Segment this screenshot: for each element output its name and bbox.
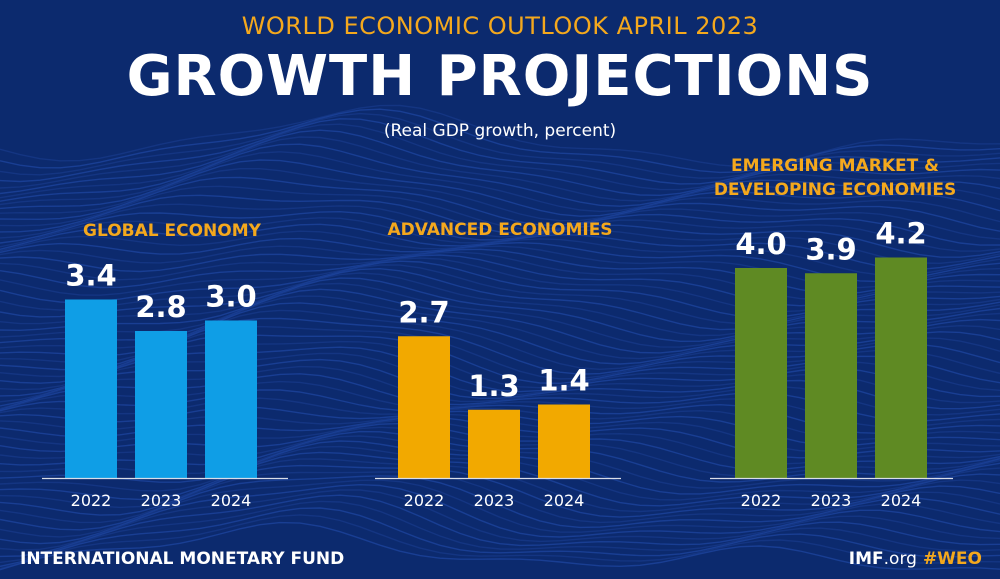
footer-hashtag[interactable]: #WEO <box>922 549 982 569</box>
bar-2022 <box>65 299 117 478</box>
chart-title: EMERGING MARKET & <box>731 156 939 176</box>
bar-2023 <box>468 409 520 478</box>
page-subtitle: (Real GDP growth, percent) <box>383 121 617 141</box>
category-label: 2024 <box>211 491 252 510</box>
category-label: 2023 <box>141 491 182 510</box>
value-label: 3.4 <box>65 259 116 293</box>
category-label: 2022 <box>741 491 782 510</box>
bar-2023 <box>805 273 857 478</box>
page-title: GROWTH PROJECTIONS <box>126 44 874 109</box>
value-label: 3.0 <box>205 280 256 314</box>
category-label: 2023 <box>474 491 515 510</box>
chart-title: GLOBAL ECONOMY <box>83 221 262 241</box>
category-label: 2022 <box>71 491 112 510</box>
bar-2022 <box>735 268 787 478</box>
footer-site-bold[interactable]: IMF <box>848 549 884 569</box>
bar-2024 <box>205 320 257 478</box>
value-label: 4.0 <box>735 227 786 261</box>
chart-panel-2: ADVANCED ECONOMIES 2.7 2022 1.3 2023 1.4 2024 <box>375 220 621 510</box>
footer-org: INTERNATIONAL MONETARY FUND <box>20 549 345 569</box>
category-label: 2022 <box>404 491 445 510</box>
value-label: 1.4 <box>538 364 589 398</box>
value-label: 3.9 <box>805 232 856 266</box>
category-label: 2023 <box>811 491 852 510</box>
value-label: 2.7 <box>398 295 449 329</box>
value-label: 2.8 <box>135 290 186 324</box>
footer-site-rest[interactable]: .org <box>883 549 917 569</box>
category-label: 2024 <box>544 491 585 510</box>
value-label: 1.3 <box>468 369 519 403</box>
value-label: 4.2 <box>875 217 926 251</box>
chart-panel-1: GLOBAL ECONOMY 3.4 2022 2.8 2023 3.0 2024 <box>42 221 288 510</box>
report-eyebrow: WORLD ECONOMIC OUTLOOK APRIL 2023 <box>241 12 759 40</box>
chart-title: ADVANCED ECONOMIES <box>387 220 612 240</box>
chart-panel-3: EMERGING MARKET & DEVELOPING ECONOMIES 4.0… <box>710 156 956 510</box>
bar-2022 <box>398 336 450 478</box>
chart-title: DEVELOPING ECONOMIES <box>714 180 956 200</box>
bar-2024 <box>875 257 927 478</box>
bar-2023 <box>135 331 187 478</box>
category-label: 2024 <box>881 491 922 510</box>
bar-2024 <box>538 404 590 478</box>
footer-links: IMF.org #WEO <box>849 549 982 569</box>
